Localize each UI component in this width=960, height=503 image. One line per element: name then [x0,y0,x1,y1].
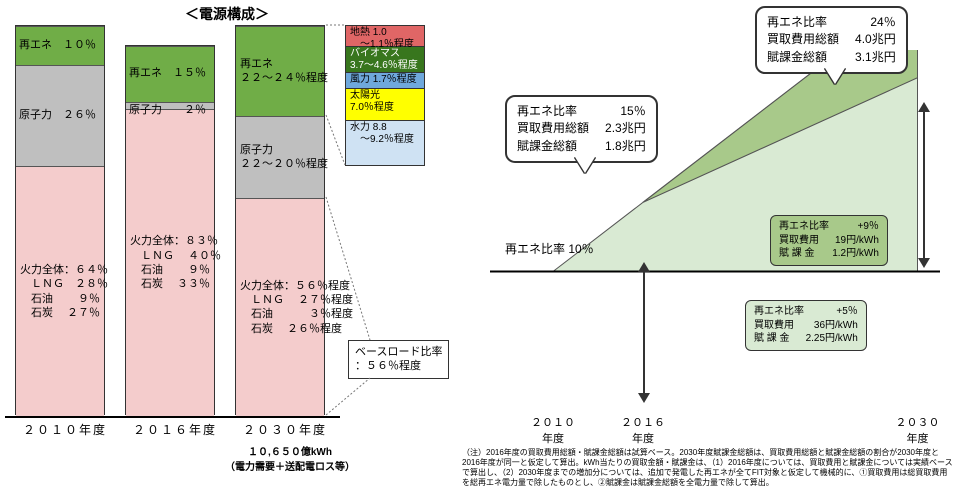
legend-item-4: 水力 8.8 ～9.2％程度 [345,121,425,166]
bar-1: 火力全体：８３％ ＬＮＧ ４０％ 石油 ９％ 石炭 ３３％ [125,45,215,415]
right-xlabel-0: ２０１０ 年度 [523,414,583,446]
double-arrow-0 [643,270,645,395]
baseload-box: ベースロード比率 ：５６％程度 [348,340,449,379]
legend-item-0: 地熱 1.0 ～1.1％程度 [345,25,425,47]
left-chart-title: ＜電源構成＞ [185,4,269,24]
bar-2: 再エネ ２２～２４％程度原子力 ２２～２０％程度火力全体：５６％程度 ＬＮＧ ２… [235,25,325,415]
bar-2-sublabel: １０,６５０億kWh （電力需要＋送配電ロス等） [220,443,360,473]
minibox-0: 再エネ比率+9％買取費用19円/kWh賦 課 金1.2円/kWh [770,215,888,266]
bar-0: 火力全体：６４％ ＬＮＧ ２８％ 石油 ９％ 石炭 ２７％ [15,25,105,415]
minibox-1: 再エネ比率+5％買取費用36円/kWh賦 課 金2.25円/kWh [745,300,867,351]
bar-2-xlabel: ２０３０年度 [230,421,340,438]
bar-2-seg-thm: 火力全体：５６％程度 ＬＮＧ ２７％程度 石油 ３％程度 石炭 ２６％程度 [236,198,324,416]
left-x-axis [5,416,340,418]
legend-item-3: 太陽光 7.0％程度 [345,89,425,121]
footnote: （注）2016年度の買取費用総額・賦課金総額は試算ベース。2030年度賦課金総額… [462,448,957,488]
bar-0-seg-thm: 火力全体：６４％ ＬＮＧ ２８％ 石油 ９％ 石炭 ２７％ [16,166,104,416]
bar-1-seg-thm: 火力全体：８３％ ＬＮＧ ４０％ 石油 ９％ 石炭 ３３％ [126,109,214,416]
legend-item-2: 風力 1.7％程度 [345,73,425,89]
bar-1-seg-re-label: 再エネ １５％ [129,66,206,80]
bar-0-seg-nuc-label: 原子力 ２６％ [19,108,96,122]
legend-item-1: バイオマス 3.7～4.6％程度 [345,47,425,73]
bar-2-seg-nuc: 原子力 ２２～２０％程度 [236,116,324,198]
bar-1-xlabel: ２０１６年度 [120,421,230,438]
right-xlabel-1: ２０１６ 年度 [613,414,673,446]
bar-0-xlabel: ２０１０年度 [10,421,120,438]
bar-0-seg-re-label: 再エネ １０％ [19,38,96,52]
callout-0: 再エネ比率15％買取費用総額2.3兆円賦課金総額1.8兆円 [505,95,658,163]
right-xlabel-2: ２０３０ 年度 [888,414,948,446]
bar-1-seg-nuc-label: 原子力 ２％ [129,103,206,117]
callout-1: 再エネ比率24％買取費用総額4.0兆円賦課金総額3.1兆円 [755,6,908,74]
bar-2-seg-re: 再エネ ２２～２４％程度 [236,26,324,116]
double-arrow-1 [923,110,925,260]
right-base-label: 再エネ比率 10％ [505,242,594,258]
